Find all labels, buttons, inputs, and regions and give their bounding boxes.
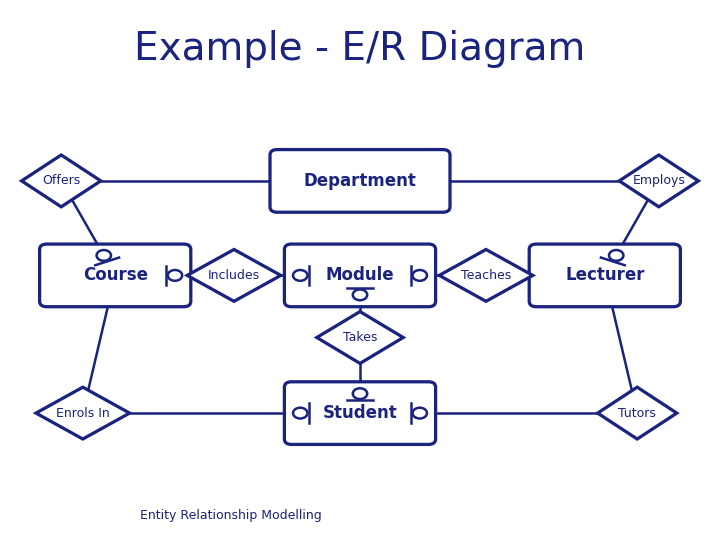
- Polygon shape: [187, 249, 281, 301]
- FancyBboxPatch shape: [40, 244, 191, 307]
- Text: Department: Department: [304, 172, 416, 190]
- Polygon shape: [317, 312, 403, 363]
- Polygon shape: [619, 155, 698, 207]
- FancyBboxPatch shape: [284, 382, 436, 444]
- Text: Takes: Takes: [343, 331, 377, 344]
- Text: Student: Student: [323, 404, 397, 422]
- FancyBboxPatch shape: [270, 150, 450, 212]
- Polygon shape: [36, 387, 130, 439]
- Text: Includes: Includes: [208, 269, 260, 282]
- Text: Entity Relationship Modelling: Entity Relationship Modelling: [140, 509, 322, 522]
- Text: Tutors: Tutors: [618, 407, 656, 420]
- Polygon shape: [439, 249, 533, 301]
- Text: Lecturer: Lecturer: [565, 266, 644, 285]
- Text: Enrols In: Enrols In: [56, 407, 109, 420]
- Text: Offers: Offers: [42, 174, 81, 187]
- Polygon shape: [598, 387, 677, 439]
- Polygon shape: [22, 155, 101, 207]
- FancyBboxPatch shape: [529, 244, 680, 307]
- Text: Employs: Employs: [632, 174, 685, 187]
- Text: Module: Module: [325, 266, 395, 285]
- Text: Course: Course: [83, 266, 148, 285]
- FancyBboxPatch shape: [284, 244, 436, 307]
- Text: Example - E/R Diagram: Example - E/R Diagram: [135, 30, 585, 68]
- Text: Teaches: Teaches: [461, 269, 511, 282]
